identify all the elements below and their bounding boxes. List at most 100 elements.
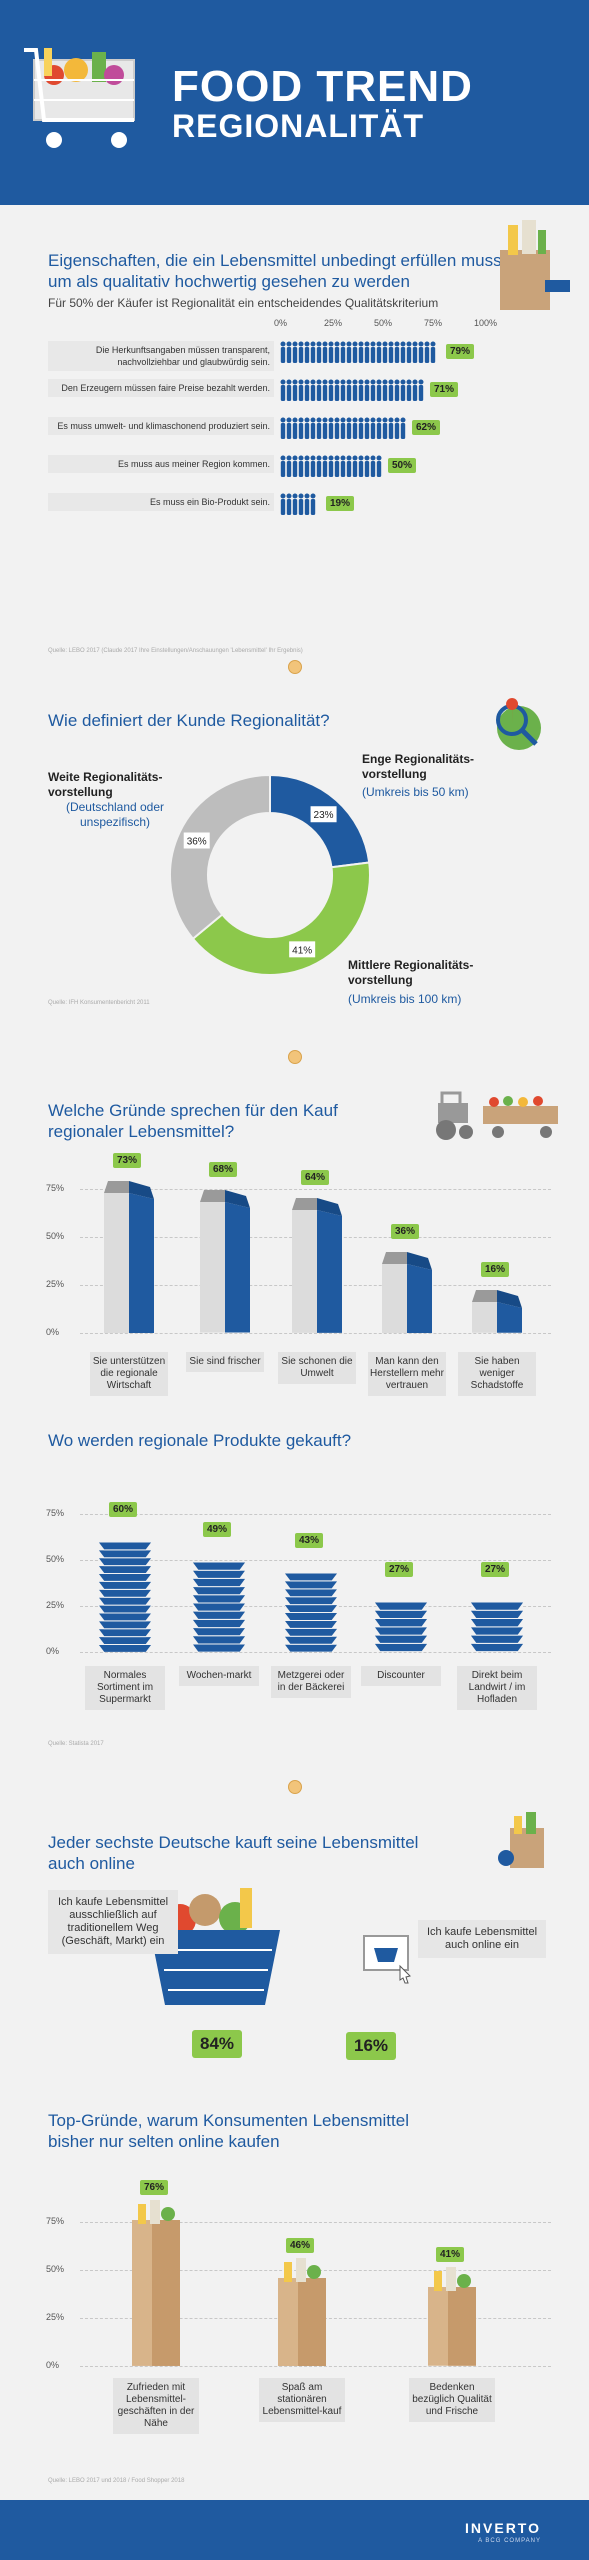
person-icon — [292, 493, 298, 515]
person-icon — [364, 341, 370, 363]
bar — [280, 455, 382, 477]
tick-label: 0% — [46, 1327, 60, 1337]
person-icon — [382, 417, 388, 439]
person-icon — [292, 455, 298, 477]
person-icon — [292, 417, 298, 439]
person-icon — [394, 379, 400, 401]
person-icon — [328, 341, 334, 363]
person-icon — [400, 341, 406, 363]
tick-label: 50% — [46, 2264, 65, 2274]
category-label: Sie sind frischer — [186, 1352, 264, 1372]
person-icon — [376, 417, 382, 439]
divider-icon — [288, 660, 302, 674]
category-label: Zufrieden mit Lebensmittel-geschäften in… — [113, 2378, 199, 2434]
person-icon — [358, 417, 364, 439]
donut-chart: 23% 41% 36% — [169, 773, 371, 976]
category-label: Spaß am stationären Lebensmittel-kauf — [259, 2378, 345, 2422]
tick-label: 75% — [46, 1183, 65, 1193]
company-logo: INVERTO — [465, 2520, 541, 2536]
tick-label: 75% — [46, 1508, 65, 1518]
person-icon — [364, 455, 370, 477]
paper-bag — [428, 2267, 476, 2366]
gridline — [80, 2222, 551, 2223]
section6-title: Top-Gründe, warum Konsumenten Lebensmitt… — [48, 2111, 409, 2151]
company-logo-sub: A BCG COMPANY — [478, 2538, 541, 2544]
person-icon — [418, 379, 424, 401]
value-label: 27% — [385, 1562, 414, 1578]
value-label: 16% — [481, 1262, 510, 1278]
person-icon — [376, 455, 382, 477]
person-icon — [400, 417, 406, 439]
gridline — [80, 1514, 551, 1515]
category-label: Direkt beim Landwirt / im Hofladen — [457, 1666, 537, 1710]
person-icon — [286, 455, 292, 477]
value-label: 71% — [430, 382, 459, 397]
value-label: 68% — [209, 1162, 238, 1178]
label-enge-title: Enge Regionalitäts-vorstellung — [362, 752, 475, 781]
section1-subtitle: Für 50% der Käufer ist Regionalität ein … — [48, 296, 439, 310]
person-icon — [358, 379, 364, 401]
person-icon — [346, 379, 352, 401]
person-icon — [328, 379, 334, 401]
person-icon — [304, 493, 310, 515]
row-label: Es muss umwelt- und klimaschonend produz… — [48, 417, 274, 435]
person-icon — [310, 455, 316, 477]
person-icon — [298, 379, 304, 401]
person-icon — [388, 379, 394, 401]
person-icon — [280, 493, 286, 515]
person-icon — [298, 417, 304, 439]
person-icon — [280, 455, 286, 477]
person-icon — [304, 417, 310, 439]
grocery-bag-icon — [500, 220, 570, 310]
value-label: 50% — [388, 458, 417, 473]
value-label: 36% — [187, 837, 207, 848]
category-label: Metzgerei oder in der Bäckerei — [271, 1666, 351, 1698]
person-icon — [376, 341, 382, 363]
category-label: Normales Sortiment im Supermarkt — [85, 1666, 165, 1710]
person-icon — [316, 379, 322, 401]
milk-carton — [200, 1190, 250, 1333]
value-label-bg — [310, 806, 337, 823]
shopping-cart-icon — [24, 48, 135, 148]
person-icon — [370, 417, 376, 439]
gridline — [80, 2366, 551, 2367]
online-buyer-label: Ich kaufe Lebensmittel auch online ein — [418, 1920, 546, 1958]
milk-carton — [382, 1251, 432, 1333]
value-label: 62% — [412, 420, 441, 435]
basket-stack — [282, 1572, 340, 1652]
section4-source: Quelle: Statista 2017 — [48, 1741, 104, 1747]
page-subtitle: REGIONALITÄT — [172, 108, 424, 144]
person-icon — [388, 341, 394, 363]
person-icon — [280, 341, 286, 363]
person-icon — [346, 417, 352, 439]
divider-icon — [288, 1050, 302, 1064]
row-label: Es muss ein Bio-Produkt sein. — [48, 493, 274, 511]
value-label: 60% — [109, 1501, 138, 1517]
donut-slice — [191, 861, 371, 976]
person-icon — [322, 417, 328, 439]
basket-stack — [191, 1561, 247, 1652]
person-icon — [286, 417, 292, 439]
person-icon — [286, 493, 292, 515]
person-icon — [340, 379, 346, 401]
person-icon — [430, 341, 436, 363]
person-icon — [412, 341, 418, 363]
person-icon — [364, 379, 370, 401]
value-label: 41% — [292, 945, 312, 956]
person-icon — [382, 341, 388, 363]
person-icon — [412, 379, 418, 401]
gridline — [80, 1189, 551, 1190]
person-icon — [316, 455, 322, 477]
value-label: 64% — [301, 1170, 330, 1186]
person-icon — [316, 417, 322, 439]
person-icon — [292, 341, 298, 363]
laptop-basket-icon — [363, 1935, 411, 1984]
person-icon — [358, 455, 364, 477]
shopping-bag-icon — [498, 1812, 544, 1868]
section5-title: Jeder sechste Deutsche kauft seine Leben… — [48, 1833, 419, 1873]
tick-label: 0% — [274, 318, 288, 328]
footer: INVERTO A BCG COMPANY — [0, 2500, 589, 2560]
basket-with-food-icon — [150, 1888, 280, 2005]
value-label: 19% — [326, 496, 355, 511]
person-icon — [388, 417, 394, 439]
